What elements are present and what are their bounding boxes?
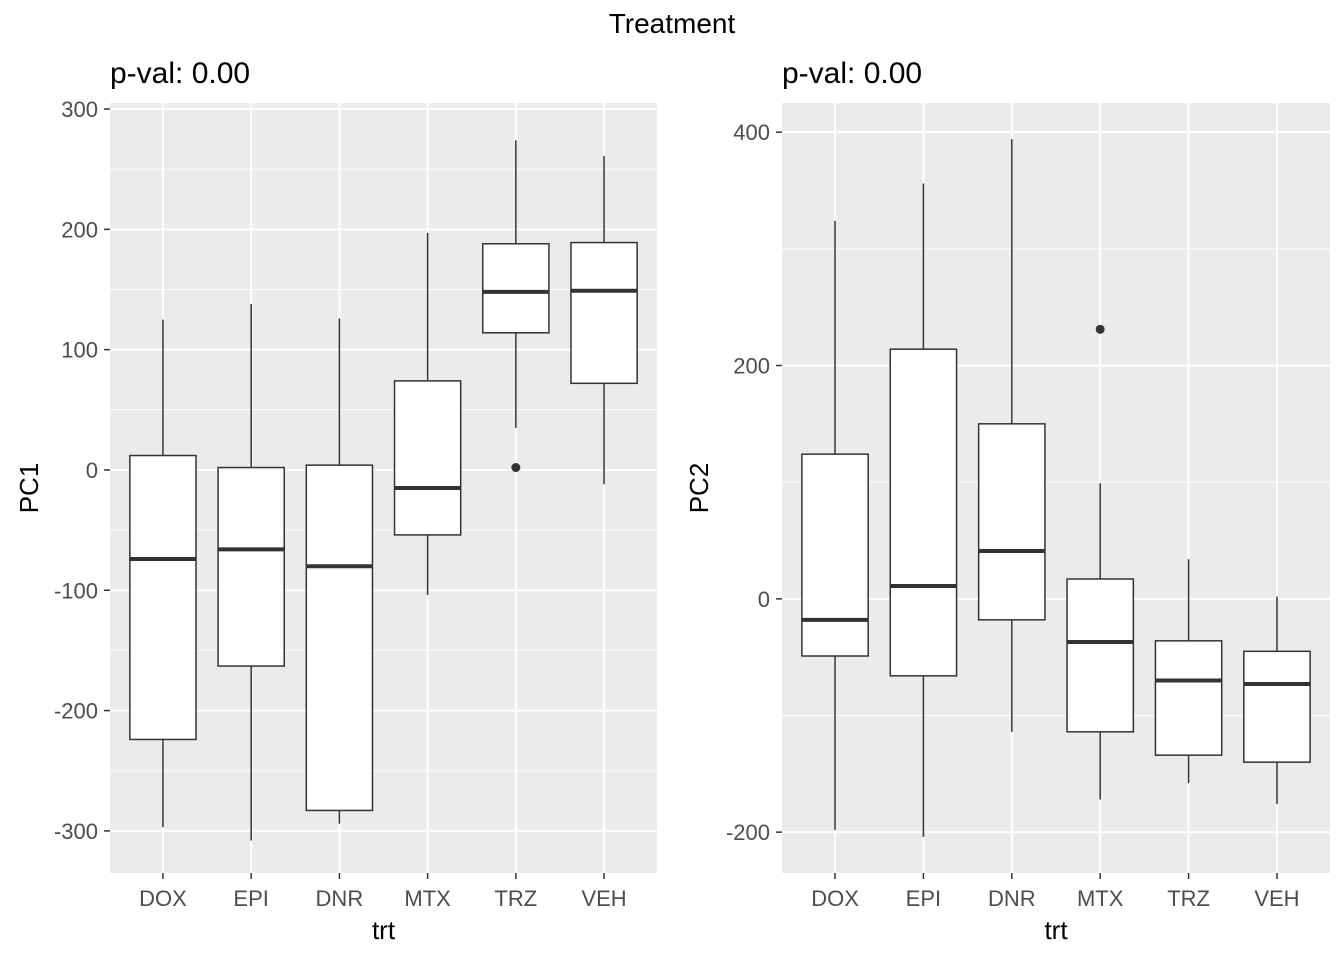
pc1-y-axis-title: PC1: [14, 463, 44, 514]
pc2-y-axis-title: PC2: [684, 463, 714, 514]
pc1-panel-title: p-val: 0.00: [110, 57, 250, 90]
pc1-x-tick-label: DOX: [139, 886, 187, 911]
pc1-x-tick-label: VEH: [581, 886, 626, 911]
pc1-mtx-box: [393, 380, 462, 536]
pc1-y-tick-label: -100: [54, 578, 98, 603]
pc2-x-axis-title: trt: [1044, 915, 1068, 945]
pc2-x-tick-label: DNR: [988, 886, 1036, 911]
pc1-trz-outlier: [511, 463, 521, 473]
pc2-trz-box: [1154, 640, 1223, 756]
figure-title: Treatment: [609, 8, 736, 39]
pc1-y-tick-label: 0: [86, 458, 98, 483]
pc2-epi-box: [889, 348, 958, 677]
pc1-y-tick-label: 300: [61, 97, 98, 122]
pc2-y-tick-label: 200: [733, 354, 770, 379]
pc1-dnr-box: [305, 464, 374, 812]
pc1-x-tick-label: TRZ: [494, 886, 537, 911]
pc1-dox-box: [129, 454, 197, 741]
pc2-plot-background: [782, 103, 1330, 873]
pc2-y-tick-label: 0: [758, 587, 770, 612]
pc1-x-tick-label: MTX: [404, 886, 451, 911]
pc1-panel: -300 -200 -100 0 100 200 300 DOX EPI DNR MTX TRZ VEH…: [14, 57, 657, 945]
pc2-y-tick-label: -200: [726, 820, 770, 845]
pc2-y-tick-label: 400: [733, 120, 770, 145]
pc2-x-tick-label: VEH: [1254, 886, 1299, 911]
pc1-y-tick-label: -200: [54, 699, 98, 724]
pc1-epi-box: [217, 466, 285, 667]
pc2-mtx-outlier: [1095, 324, 1105, 334]
pc1-trz-box: [482, 243, 550, 334]
pc1-x-tick-label: DNR: [316, 886, 364, 911]
pc1-y-tick-label: 200: [61, 217, 98, 242]
pc2-x-tick-label: DOX: [811, 886, 859, 911]
pc2-panel-title: p-val: 0.00: [782, 57, 922, 90]
pc1-veh-box: [570, 241, 638, 385]
pc1-x-axis-title: trt: [372, 915, 396, 945]
pc2-panel: -200 0 200 400 DOX EPI DNR MTX TRZ VEH p-val: 0.00…: [684, 57, 1330, 945]
pc2-x-tick-label: TRZ: [1167, 886, 1210, 911]
pc2-veh-box: [1243, 650, 1311, 763]
pc2-mtx-box: [1066, 578, 1135, 733]
pc1-x-tick-label: EPI: [233, 886, 268, 911]
pc2-x-tick-label: EPI: [906, 886, 941, 911]
pc2-dnr-box: [977, 423, 1046, 621]
pc1-y-tick-label: 100: [61, 338, 98, 363]
pc2-x-tick-label: MTX: [1077, 886, 1124, 911]
pc1-plot-background: [110, 103, 657, 873]
pc2-dox-box: [801, 453, 869, 657]
pc1-y-tick-label: -300: [54, 819, 98, 844]
